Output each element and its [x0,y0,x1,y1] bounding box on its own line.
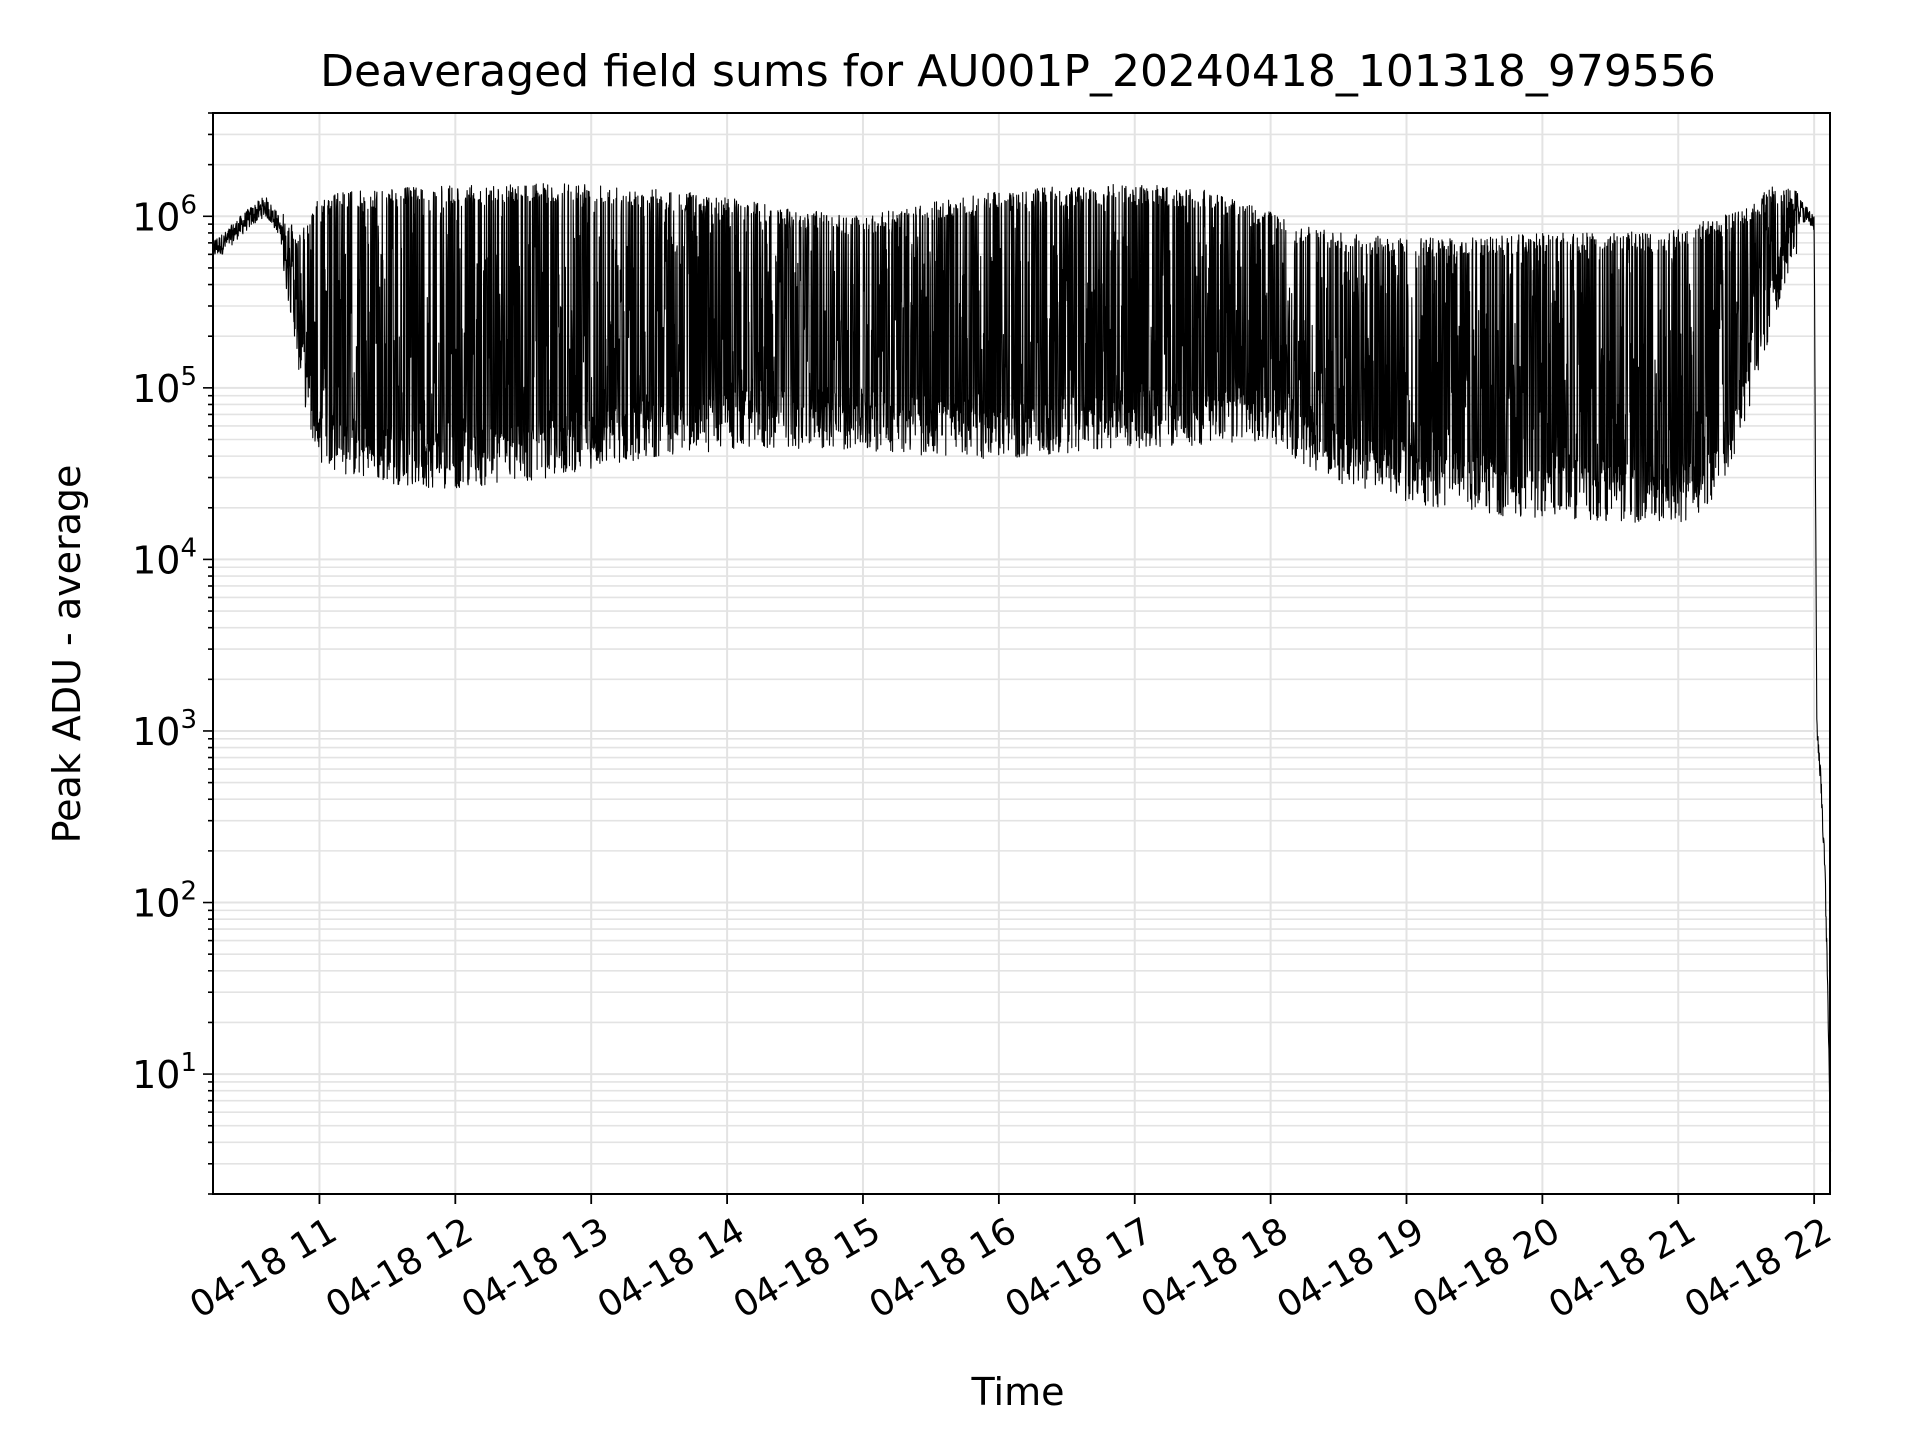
y-tick-base: 10 [132,710,180,754]
series-line [212,183,1832,1152]
y-tick-exponent: 3 [180,705,197,735]
y-tick-exponent: 5 [180,362,197,392]
y-tick-base: 10 [132,1053,180,1097]
data-series [212,183,1832,1152]
y-tick-base: 10 [132,882,180,926]
y-tick-label: 106 [132,190,197,239]
y-tick-label: 105 [132,362,197,411]
y-tick-label: 103 [132,705,197,754]
chart-title: Deaveraged field sums for AU001P_2024041… [320,46,1716,97]
y-axis-label: Peak ADU - average [45,465,89,844]
y-tick-base: 10 [132,195,180,239]
y-tick-base: 10 [132,367,180,411]
y-tick-label: 101 [132,1048,197,1097]
y-tick-exponent: 1 [180,1048,197,1078]
y-tick-label: 104 [132,533,197,582]
x-axis-label: Time [971,1370,1065,1414]
plot-frame [212,112,1831,1195]
y-tick-label: 102 [132,877,197,926]
y-tick-exponent: 6 [180,190,197,220]
y-tick-base: 10 [132,538,180,582]
y-tick-exponent: 4 [180,533,197,563]
y-tick-exponent: 2 [180,877,197,907]
